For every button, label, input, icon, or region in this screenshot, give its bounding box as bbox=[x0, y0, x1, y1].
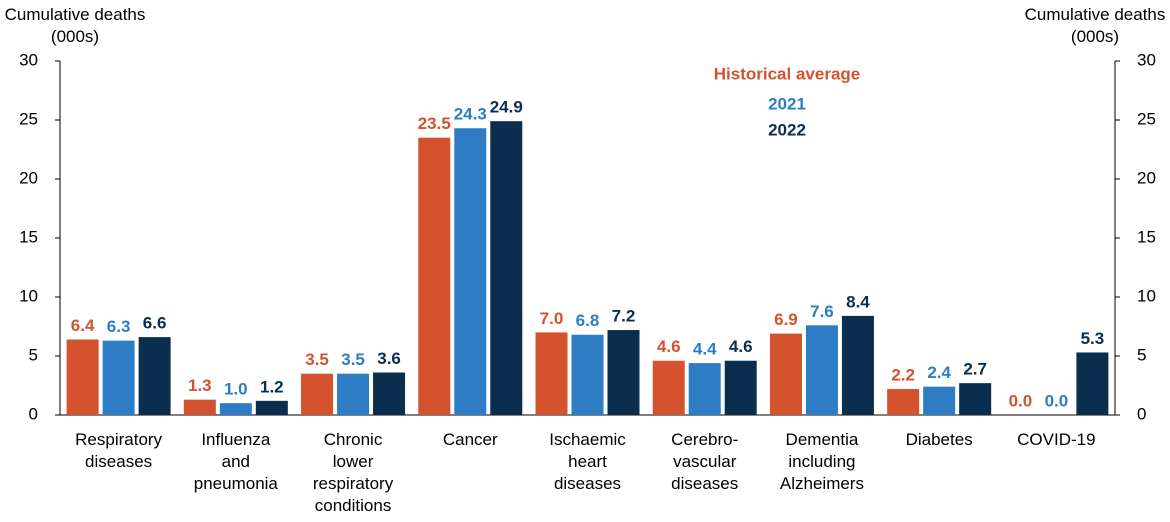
value-label: 2.4 bbox=[927, 363, 951, 382]
value-label: 4.6 bbox=[657, 337, 681, 356]
y2-tick-label: 30 bbox=[1137, 50, 1156, 69]
bar bbox=[1076, 352, 1109, 415]
bar bbox=[183, 399, 216, 415]
x-tick-label: Influenza and pneumonia bbox=[193, 430, 278, 493]
value-label: 2.2 bbox=[891, 366, 915, 385]
value-label: 6.6 bbox=[143, 314, 167, 333]
value-label: 0.0 bbox=[1045, 391, 1069, 410]
y2-tick-label: 0 bbox=[1137, 404, 1146, 423]
bar bbox=[337, 373, 370, 415]
value-label: 8.4 bbox=[846, 292, 870, 311]
bar bbox=[607, 330, 640, 415]
x-tick-label: Ischaemic heart diseases bbox=[549, 430, 626, 493]
value-label: 6.4 bbox=[71, 316, 95, 335]
value-label: 7.2 bbox=[612, 307, 636, 326]
x-tick-label: Diabetes bbox=[905, 430, 973, 449]
y2-tick-label: 10 bbox=[1137, 286, 1156, 305]
value-label: 1.0 bbox=[224, 380, 248, 399]
bar bbox=[373, 372, 406, 415]
y-tick-label: 25 bbox=[19, 109, 38, 128]
value-label: 4.4 bbox=[693, 340, 717, 359]
bar bbox=[769, 333, 802, 415]
x-tick-label: Respiratory diseases bbox=[75, 430, 163, 471]
value-label: 3.6 bbox=[377, 349, 401, 368]
bar bbox=[138, 337, 171, 415]
x-tick-label: Cerebro- vascular diseases bbox=[671, 430, 739, 493]
y2-tick-label: 20 bbox=[1137, 168, 1156, 187]
value-label: 7.0 bbox=[540, 309, 564, 328]
y2-tick-label: 15 bbox=[1137, 227, 1156, 246]
bar bbox=[219, 403, 252, 415]
x-tick-label: Cancer bbox=[442, 430, 498, 449]
value-label: 3.5 bbox=[305, 350, 329, 369]
value-label: 23.5 bbox=[418, 114, 451, 133]
bar bbox=[887, 389, 920, 415]
bar bbox=[255, 400, 288, 415]
value-label: 1.3 bbox=[188, 376, 212, 395]
bar bbox=[454, 128, 487, 415]
y2-axis-title: Cumulative deaths (000s) bbox=[1024, 5, 1166, 46]
value-label: 6.3 bbox=[107, 317, 131, 336]
bar bbox=[688, 363, 721, 415]
y-tick-label: 10 bbox=[19, 286, 38, 305]
y-tick-label: 5 bbox=[29, 345, 38, 364]
bar bbox=[724, 360, 757, 415]
value-label: 24.9 bbox=[490, 98, 523, 117]
bar bbox=[652, 360, 685, 415]
x-tick-label: Chronic lower respiratory conditions bbox=[312, 430, 394, 515]
bar bbox=[571, 334, 604, 415]
y2-tick-label: 5 bbox=[1137, 345, 1146, 364]
bar bbox=[959, 383, 992, 415]
x-tick-label: COVID-19 bbox=[1017, 430, 1096, 449]
y-tick-label: 15 bbox=[19, 227, 38, 246]
bar bbox=[923, 386, 956, 415]
bar bbox=[301, 373, 334, 415]
value-label: 24.3 bbox=[454, 105, 487, 124]
legend-entry: Historical average bbox=[714, 64, 860, 83]
y-tick-label: 30 bbox=[19, 50, 38, 69]
value-label: 3.5 bbox=[341, 350, 365, 369]
value-label: 5.3 bbox=[1081, 329, 1105, 348]
y2-tick-label: 25 bbox=[1137, 109, 1156, 128]
bar bbox=[490, 121, 523, 416]
legend-entry: 2022 bbox=[768, 120, 806, 139]
y-axis-title: Cumulative deaths (000s) bbox=[4, 5, 146, 46]
value-label: 4.6 bbox=[729, 337, 753, 356]
bar bbox=[418, 137, 451, 415]
value-label: 1.2 bbox=[260, 377, 284, 396]
bar bbox=[66, 339, 99, 415]
bar bbox=[841, 315, 874, 415]
value-label: 6.8 bbox=[576, 311, 600, 330]
value-label: 2.7 bbox=[963, 360, 987, 379]
value-label: 6.9 bbox=[774, 310, 798, 329]
legend-entry: 2021 bbox=[768, 94, 806, 113]
x-tick-label: Dementia including Alzheimers bbox=[779, 430, 864, 493]
y-tick-label: 20 bbox=[19, 168, 38, 187]
value-label: 7.6 bbox=[810, 302, 834, 321]
bar bbox=[102, 340, 135, 415]
value-label: 0.0 bbox=[1009, 391, 1033, 410]
bar bbox=[535, 332, 568, 415]
bar bbox=[805, 325, 838, 415]
y-tick-label: 0 bbox=[29, 404, 38, 423]
